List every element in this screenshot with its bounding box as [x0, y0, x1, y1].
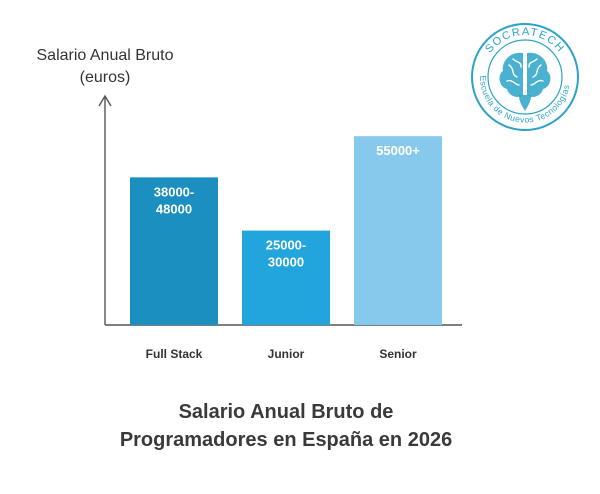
- category-label-full-stack: Full Stack: [146, 347, 203, 361]
- data-label-junior-1: 25000-: [266, 238, 306, 253]
- category-label-senior: Senior: [379, 347, 417, 361]
- bar-senior: [354, 136, 442, 325]
- y-axis-arrow: [98, 94, 112, 107]
- brain-icon: [499, 52, 551, 111]
- data-label-senior-1: 55000+: [376, 143, 420, 158]
- data-label-full-stack-2: 48000: [156, 201, 192, 216]
- bar-full-stack: [130, 177, 218, 325]
- y-axis-label-line-1: Salario Anual Bruto: [37, 47, 174, 64]
- y-axis-label-line-2: (euros): [80, 69, 131, 86]
- socratech-logo: SOCRATECH Escuela de Nuevos Tecnologías: [471, 23, 579, 131]
- category-label-junior: Junior: [268, 347, 305, 361]
- chart-title-line-1: Salario Anual Bruto de: [179, 401, 394, 423]
- bars-group: 38000- 48000 Full Stack 25000- 30000 Junior 55…: [130, 136, 442, 361]
- data-label-junior-2: 30000: [268, 255, 304, 270]
- bar-junior: [242, 230, 330, 325]
- chart-title-line-2: Programadores en España en 2026: [120, 429, 452, 451]
- data-label-full-stack-1: 38000-: [154, 184, 194, 199]
